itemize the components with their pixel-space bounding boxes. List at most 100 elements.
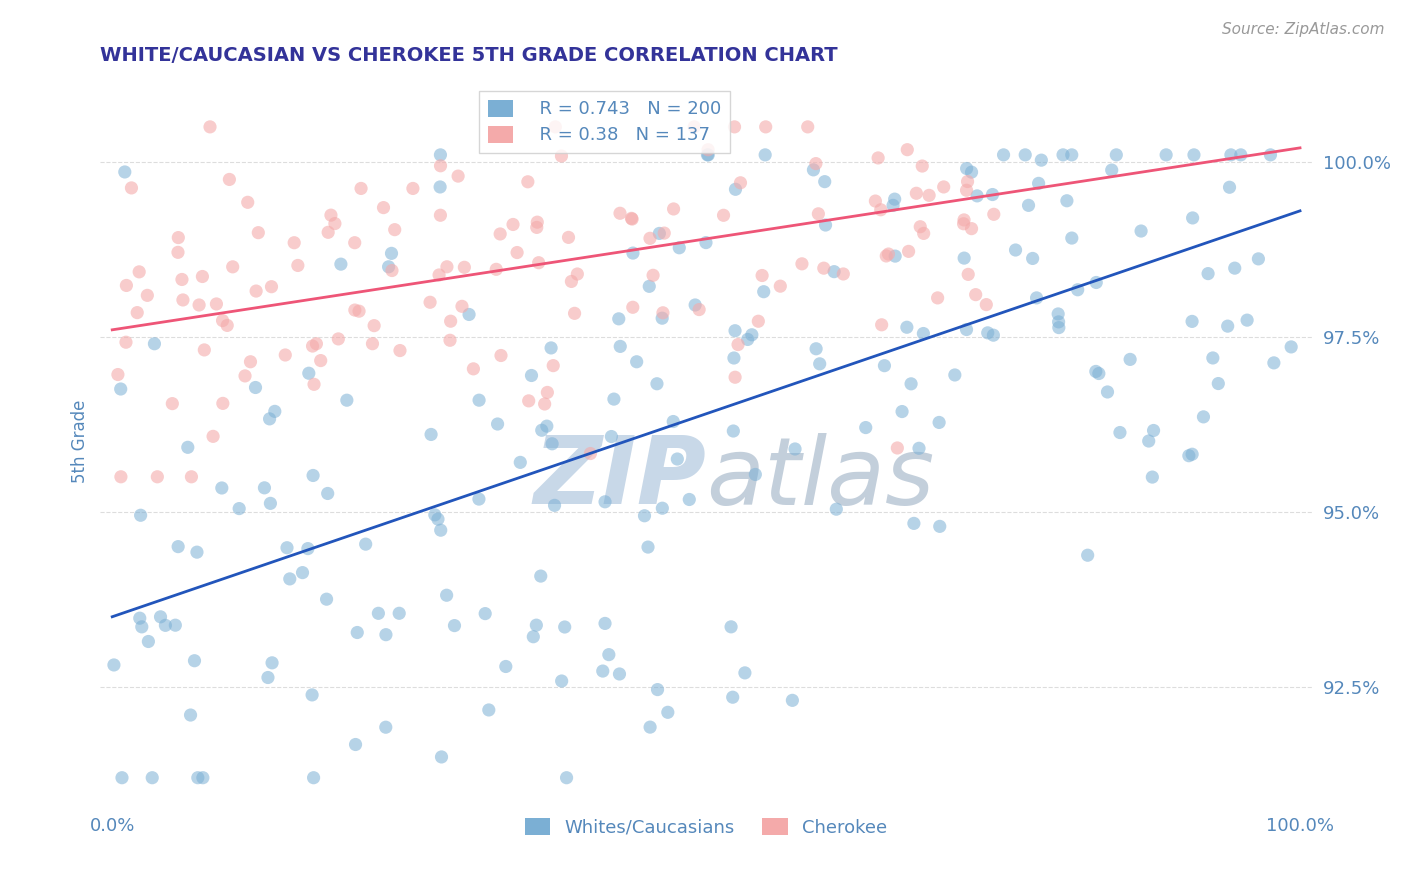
Point (495, 659, 517, 673)
Point (912, 326, 935, 341)
Point (697, 148, 720, 162)
Point (516, 175, 538, 189)
Point (790, 257, 813, 271)
Point (754, 148, 776, 162)
Point (550, 673, 572, 688)
Point (621, 246, 644, 260)
Point (603, 392, 626, 406)
Point (730, 176, 752, 190)
Point (276, 541, 298, 555)
Point (526, 220, 548, 235)
Point (554, 620, 576, 634)
Point (977, 326, 1000, 340)
Point (645, 376, 668, 391)
Point (662, 415, 685, 429)
Point (211, 313, 233, 327)
Point (607, 311, 630, 326)
Point (1018, 198, 1040, 212)
Point (1197, 267, 1219, 281)
Point (564, 306, 586, 320)
Point (436, 260, 458, 274)
Point (993, 148, 1015, 162)
Point (205, 297, 228, 311)
Point (536, 385, 558, 400)
Point (720, 620, 742, 634)
Point (188, 298, 211, 312)
Point (509, 455, 531, 469)
Point (167, 230, 190, 244)
Point (697, 143, 720, 157)
Point (943, 368, 966, 382)
Point (319, 208, 342, 222)
Point (911, 159, 934, 173)
Point (1077, 548, 1099, 562)
Point (344, 738, 367, 752)
Point (419, 295, 441, 310)
Point (550, 149, 572, 163)
Point (316, 486, 339, 500)
Point (783, 442, 806, 456)
Point (343, 303, 366, 318)
Point (960, 221, 983, 235)
Point (651, 501, 673, 516)
Point (439, 333, 461, 347)
Point (1101, 163, 1123, 178)
Point (527, 256, 550, 270)
Point (1060, 231, 1083, 245)
Point (981, 187, 1004, 202)
Point (1137, 434, 1160, 448)
Point (354, 537, 377, 551)
Point (186, 545, 208, 559)
Point (807, 207, 830, 221)
Point (260, 279, 283, 293)
Point (868, 151, 890, 165)
Point (302, 771, 325, 785)
Point (517, 393, 540, 408)
Point (302, 377, 325, 392)
Point (723, 424, 745, 438)
Point (953, 251, 976, 265)
Point (688, 302, 710, 317)
Point (932, 180, 955, 194)
Point (257, 671, 280, 685)
Point (259, 496, 281, 510)
Point (381, 263, 404, 277)
Point (869, 202, 891, 217)
Point (1218, 180, 1240, 194)
Point (1142, 424, 1164, 438)
Point (813, 261, 835, 276)
Point (218, 172, 240, 186)
Point (211, 396, 233, 410)
Point (1109, 425, 1132, 440)
Point (723, 351, 745, 365)
Point (1056, 194, 1078, 208)
Point (884, 249, 907, 263)
Point (912, 227, 935, 241)
Point (380, 246, 402, 260)
Point (1192, 409, 1215, 424)
Point (908, 442, 931, 456)
Point (402, 181, 425, 195)
Point (1066, 283, 1088, 297)
Point (927, 291, 949, 305)
Point (329, 257, 352, 271)
Point (1130, 224, 1153, 238)
Point (823, 265, 845, 279)
Point (683, 120, 706, 134)
Point (541, 359, 564, 373)
Point (172, 293, 194, 307)
Point (897, 244, 920, 259)
Point (533, 397, 555, 411)
Point (974, 297, 997, 311)
Point (1025, 291, 1047, 305)
Point (696, 148, 718, 162)
Point (430, 750, 453, 764)
Point (350, 181, 373, 195)
Point (643, 268, 665, 283)
Point (202, 429, 225, 443)
Point (1229, 148, 1251, 162)
Point (191, 771, 214, 785)
Point (474, 607, 496, 621)
Point (928, 519, 950, 533)
Point (865, 194, 887, 208)
